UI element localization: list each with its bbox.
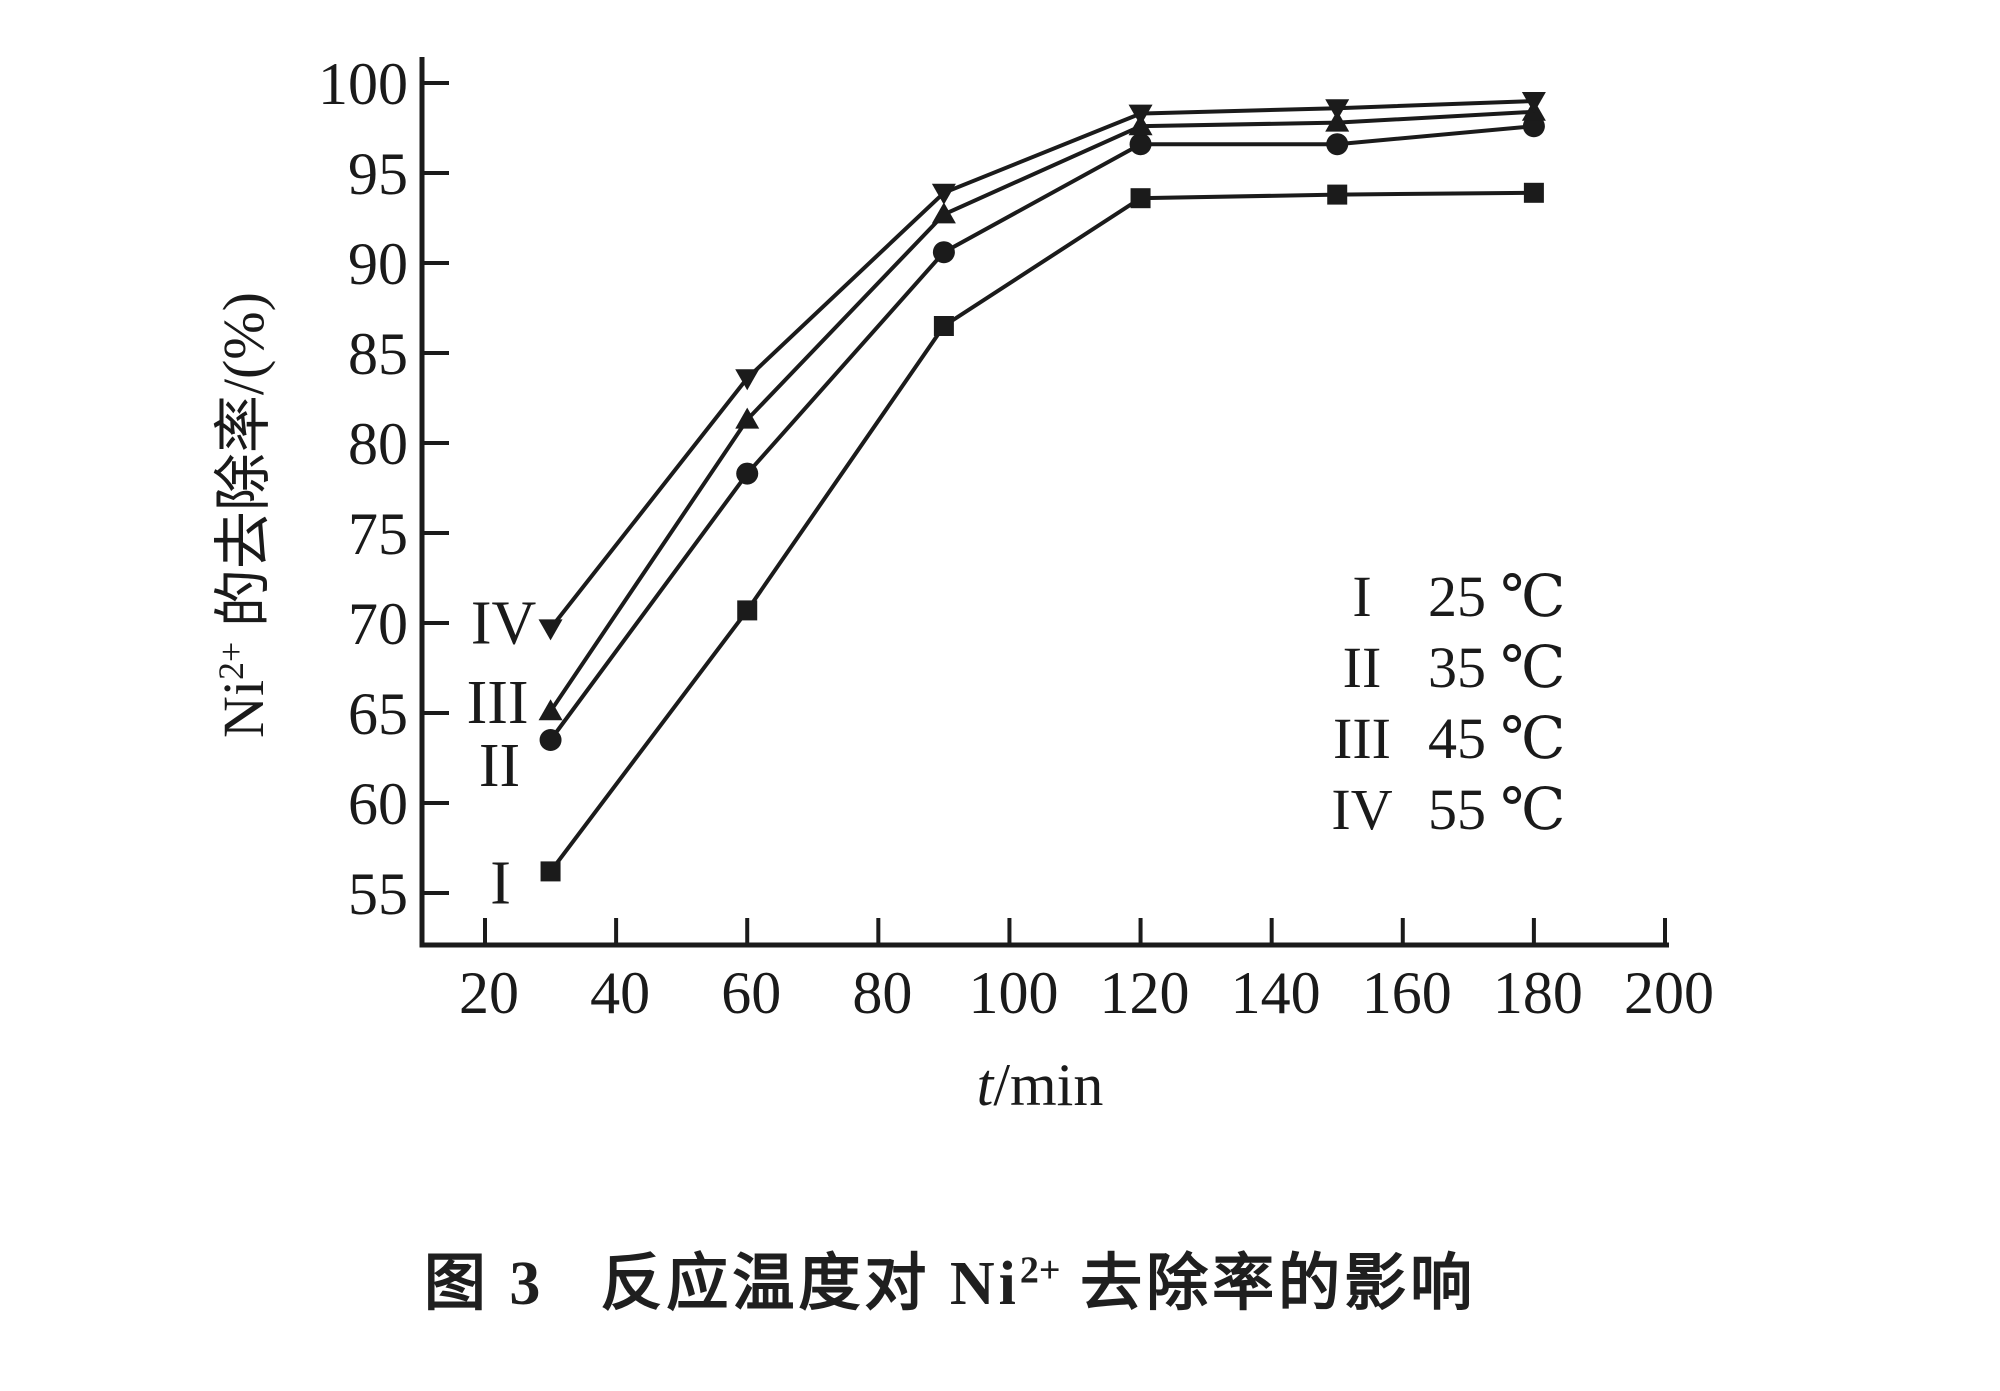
data-point-marker-triangle-up [735, 407, 760, 429]
series-inline-label-I: I [490, 849, 511, 917]
legend-series-label: III [1333, 706, 1391, 771]
legend-temperature-label: 55 ℃ [1428, 777, 1565, 842]
data-point-marker-circle [1326, 133, 1349, 156]
y-tick-label: 75 [348, 501, 408, 567]
series-I: I [490, 182, 1544, 917]
legend-series-label: I [1352, 564, 1371, 629]
data-point-marker-triangle-down [735, 369, 760, 391]
x-tick-label: 60 [721, 960, 781, 1026]
y-tick-label: 95 [348, 141, 408, 207]
series-inline-label-IV: IV [471, 589, 537, 657]
legend-series-label: IV [1331, 777, 1392, 842]
data-point-marker-square [737, 600, 758, 621]
series-III: III [467, 99, 1546, 737]
legend: I 25 ℃ II 35 ℃ III 45 ℃ IV 55 ℃ [1331, 564, 1565, 842]
figure-caption: 图 3 反应温度对 Ni2+ 去除率的影响 [0, 1232, 1900, 1322]
y-tick-label: 80 [348, 411, 408, 477]
data-point-marker-square [933, 316, 954, 336]
data-point-marker-circle [539, 729, 562, 751]
legend-temperature-label: 45 ℃ [1428, 706, 1565, 771]
series-line-IV [548, 99, 1534, 630]
x-tick-label: 20 [459, 960, 519, 1026]
caption-text: 反应温度对 Ni [600, 1250, 1020, 1318]
y-tick-label: 85 [348, 321, 408, 387]
data-point-marker-square [1523, 182, 1544, 203]
x-tick-label: 140 [1231, 960, 1321, 1026]
series-inline-label-II: II [479, 732, 520, 800]
caption-figure-number: 图 3 [423, 1250, 545, 1318]
data-point-marker-triangle-down [1128, 104, 1153, 126]
y-tick-label: 100 [318, 51, 408, 117]
y-axis-title: Ni2+ 的去除率/(%) [211, 292, 276, 738]
y-tick-label: 90 [348, 231, 408, 297]
x-tick-label: 180 [1493, 960, 1583, 1026]
series-IV: IV [471, 92, 1546, 657]
data-point-marker-square [1130, 188, 1151, 209]
x-tick-label: 200 [1624, 960, 1714, 1026]
data-point-marker-circle [736, 462, 759, 485]
series-II: II [479, 115, 1545, 800]
data-point-marker-triangle-up [931, 202, 956, 224]
data-point-marker-circle [932, 241, 955, 264]
x-tick-label: 100 [968, 960, 1058, 1026]
legend-temperature-label: 25 ℃ [1428, 564, 1565, 629]
legend-series-label: II [1343, 635, 1382, 700]
data-point-marker-square [540, 861, 561, 882]
legend-temperature-label: 35 ℃ [1428, 635, 1565, 700]
y-tick-label: 55 [348, 861, 408, 927]
x-tick-label: 80 [852, 960, 912, 1026]
y-tick-label: 65 [348, 681, 408, 747]
data-point-marker-triangle-up [1325, 110, 1350, 132]
data-point-marker-triangle-down [538, 619, 563, 641]
data-point-marker-triangle-down [1325, 99, 1350, 121]
series-line-I [548, 190, 1534, 873]
data-point-marker-triangle-down [931, 183, 956, 205]
caption-text-tail: 去除率的影响 [1060, 1250, 1477, 1318]
y-tick-label: 70 [348, 591, 408, 657]
series-inline-label-III: III [467, 669, 529, 737]
data-point-marker-circle [1129, 133, 1152, 156]
data-point-marker-triangle-down [1521, 92, 1546, 113]
x-axis-title: t/min [977, 1052, 1104, 1118]
x-tick-label: 40 [590, 960, 650, 1026]
caption-superscript: 2+ [1019, 1249, 1061, 1292]
data-point-marker-triangle-up [538, 699, 563, 721]
y-tick-label: 60 [348, 771, 408, 837]
series-line-II [548, 124, 1535, 742]
series-line-III [548, 109, 1534, 713]
x-tick-label: 160 [1362, 960, 1452, 1026]
data-point-marker-square [1327, 184, 1348, 205]
x-tick-label: 120 [1100, 960, 1190, 1026]
